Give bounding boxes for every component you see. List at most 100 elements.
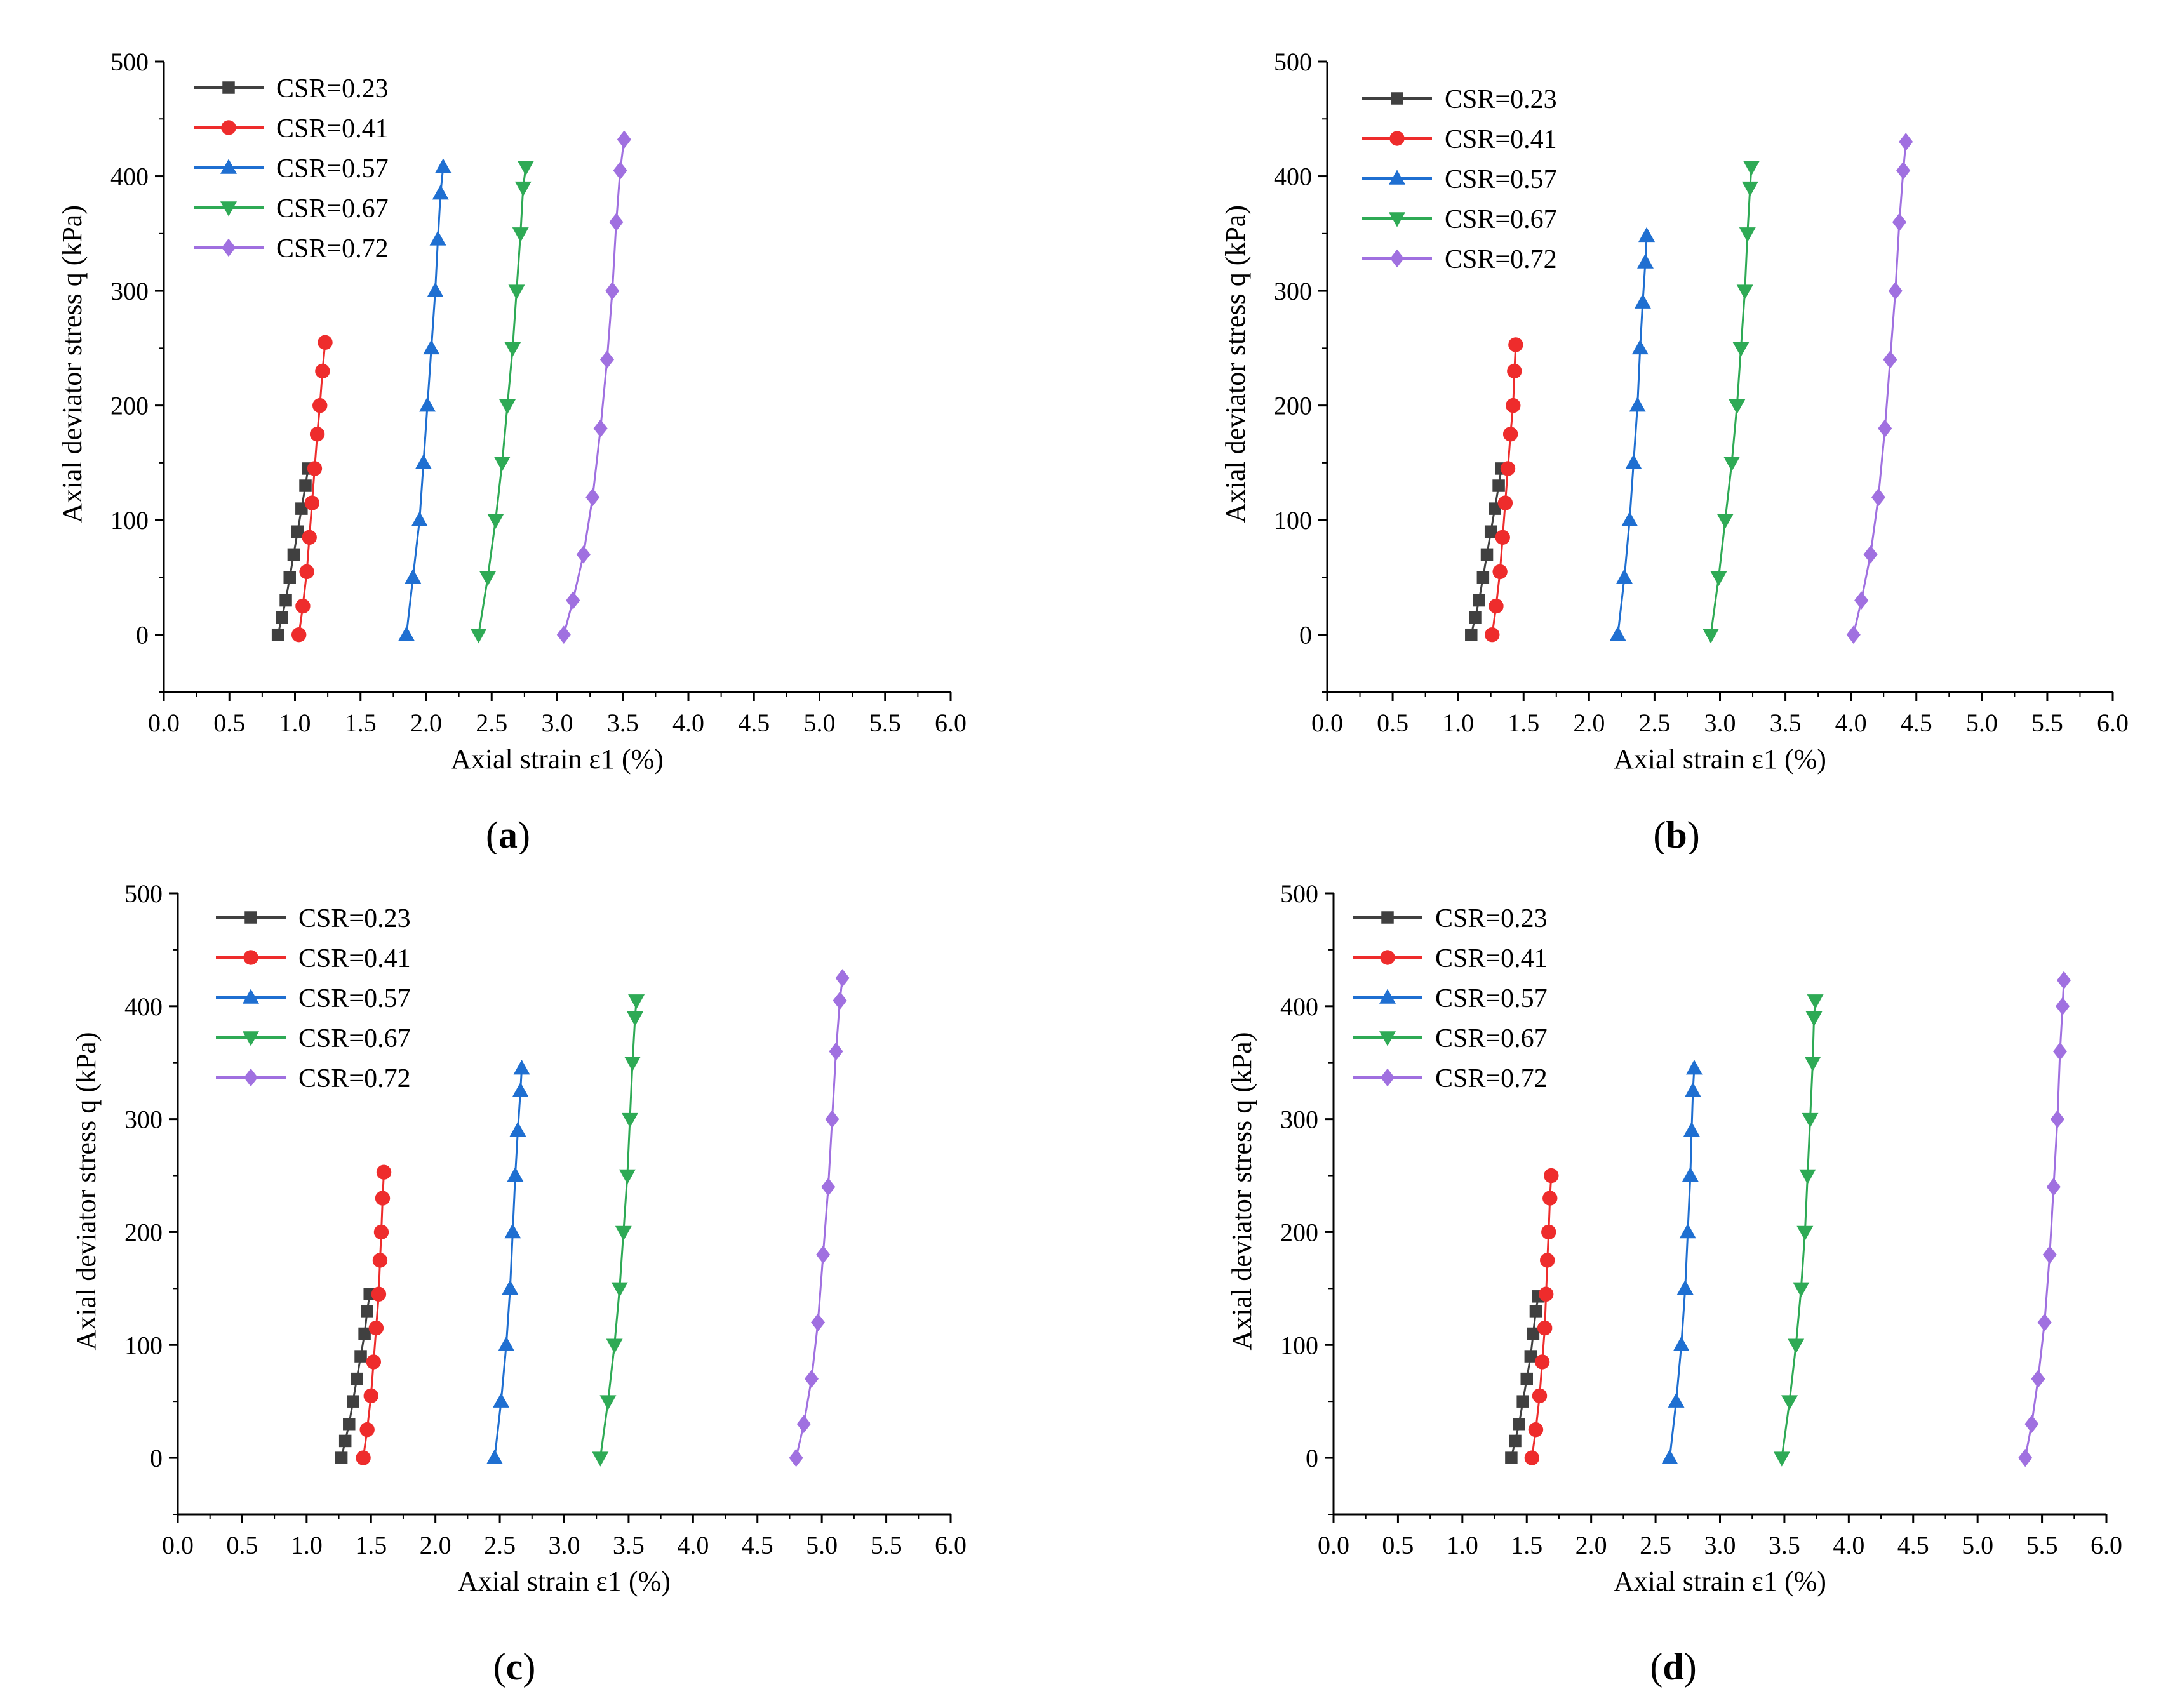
legend-marker <box>243 1068 258 1087</box>
data-point-marker <box>1625 454 1642 469</box>
data-point-marker <box>2042 1245 2057 1264</box>
data-point-marker <box>1685 1059 1703 1075</box>
y-tick-label: 200 <box>1274 392 1312 420</box>
data-point-marker <box>821 1178 836 1196</box>
x-tick-label: 4.0 <box>677 1531 709 1559</box>
data-point-marker <box>517 161 534 176</box>
series-CSR=0.41 <box>356 1164 392 1465</box>
data-point-marker <box>1505 1451 1518 1464</box>
data-point-marker <box>1616 568 1633 584</box>
data-point-marker <box>1544 1168 1559 1184</box>
data-point-marker <box>347 1395 359 1408</box>
data-point-marker <box>1899 133 1913 151</box>
series-CSR=0.67 <box>470 161 534 644</box>
y-tick-label: 500 <box>110 48 149 76</box>
data-point-marker <box>335 1451 348 1464</box>
data-point-marker <box>295 502 308 515</box>
legend-marker <box>221 238 236 257</box>
data-point-marker <box>606 1338 623 1354</box>
data-point-marker <box>1516 1395 1529 1408</box>
data-point-marker <box>504 1223 521 1239</box>
x-tick-label: 5.5 <box>2026 1531 2058 1559</box>
legend-marker <box>1389 131 1405 146</box>
data-point-marker <box>1469 611 1482 624</box>
data-point-marker <box>1476 571 1490 584</box>
data-point-marker <box>307 461 323 476</box>
data-point-marker <box>1528 1422 1544 1438</box>
x-tick-label: 5.5 <box>2031 709 2063 737</box>
data-point-marker <box>1541 1224 1556 1240</box>
x-tick-label: 2.0 <box>410 709 442 737</box>
data-point-marker <box>1683 1121 1700 1137</box>
data-point-marker <box>419 396 436 412</box>
data-point-marker <box>628 994 645 1010</box>
data-point-marker <box>2018 1448 2033 1467</box>
x-tick-label: 4.5 <box>742 1531 773 1559</box>
data-point-marker <box>1508 337 1523 352</box>
x-tick-label: 3.0 <box>1704 1531 1736 1559</box>
panel-letter: a <box>498 814 518 854</box>
data-point-marker <box>1473 594 1485 607</box>
legend-marker <box>243 950 258 965</box>
data-point-marker <box>627 1011 644 1027</box>
data-point-marker <box>833 991 847 1010</box>
x-tick-label: 0.0 <box>1318 1531 1349 1559</box>
data-point-marker <box>1710 571 1727 587</box>
legend-label: CSR=0.41 <box>276 114 389 143</box>
data-point-marker <box>2024 1415 2039 1434</box>
data-point-marker <box>302 530 317 545</box>
data-point-marker <box>1638 227 1656 243</box>
x-tick-label: 3.0 <box>549 1531 580 1559</box>
data-point-marker <box>354 1350 367 1363</box>
series-CSR=0.72 <box>2018 971 2071 1467</box>
y-tick-label: 200 <box>124 1218 163 1246</box>
data-point-marker <box>1538 1286 1554 1302</box>
data-point-marker <box>2037 1313 2052 1332</box>
data-point-marker <box>1888 281 1903 300</box>
series-CSR=0.23 <box>271 462 314 641</box>
legend-label: CSR=0.41 <box>1445 125 1557 154</box>
data-point-marker <box>1703 628 1720 644</box>
legend: CSR=0.23 CSR=0.41 CSR=0.57 CSR=0.67 CSR=0.72 <box>194 74 389 264</box>
legend-label: CSR=0.23 <box>1445 85 1557 114</box>
data-point-marker <box>1676 1279 1694 1295</box>
x-tick-label: 2.0 <box>1576 1531 1607 1559</box>
series-CSR=0.57 <box>398 158 452 641</box>
legend-label: CSR=0.72 <box>1445 245 1557 274</box>
y-tick-label: 300 <box>1280 1105 1318 1134</box>
data-point-marker <box>287 548 300 561</box>
data-point-marker <box>796 1415 811 1434</box>
data-point-marker <box>609 213 624 232</box>
data-point-marker <box>415 454 432 469</box>
x-tick-label: 1.0 <box>1442 709 1474 737</box>
x-tick-label: 3.0 <box>1704 709 1736 737</box>
data-point-marker <box>434 158 452 173</box>
x-tick-label: 1.5 <box>1511 1531 1542 1559</box>
panel-d-chart: 0.0 0.5 1.0 1.5 2.0 2.5 3.0 3.5 4.0 4.5 5.0 5.5 6.0 0… <box>1226 879 2122 1688</box>
data-point-marker <box>1684 1082 1701 1097</box>
data-point-marker <box>299 564 314 580</box>
y-axis-title: Axial deviator stress q (kPa) <box>57 205 88 523</box>
x-tick-label: 1.5 <box>1508 709 1539 737</box>
data-point-marker <box>507 1166 524 1182</box>
x-tick-label: 0.5 <box>213 709 245 737</box>
data-point-marker <box>371 1286 387 1302</box>
data-point-marker <box>1524 1350 1537 1363</box>
data-point-marker <box>1729 399 1746 415</box>
data-point-marker <box>312 397 328 413</box>
legend-label: CSR=0.57 <box>276 154 389 183</box>
series-line <box>478 166 527 635</box>
data-point-marker <box>816 1245 831 1264</box>
y-tick-label: 400 <box>124 992 163 1021</box>
legend-label: CSR=0.41 <box>298 944 411 973</box>
data-point-marker <box>611 1282 628 1298</box>
data-point-marker <box>615 1225 632 1241</box>
data-point-marker <box>566 591 580 610</box>
x-tick-label: 5.0 <box>804 709 836 737</box>
x-tick-label: 3.5 <box>1769 1531 1800 1559</box>
x-tick-label: 1.5 <box>355 1531 387 1559</box>
data-point-marker <box>1661 1449 1678 1464</box>
data-point-marker <box>487 514 504 529</box>
data-point-marker <box>1863 545 1878 564</box>
